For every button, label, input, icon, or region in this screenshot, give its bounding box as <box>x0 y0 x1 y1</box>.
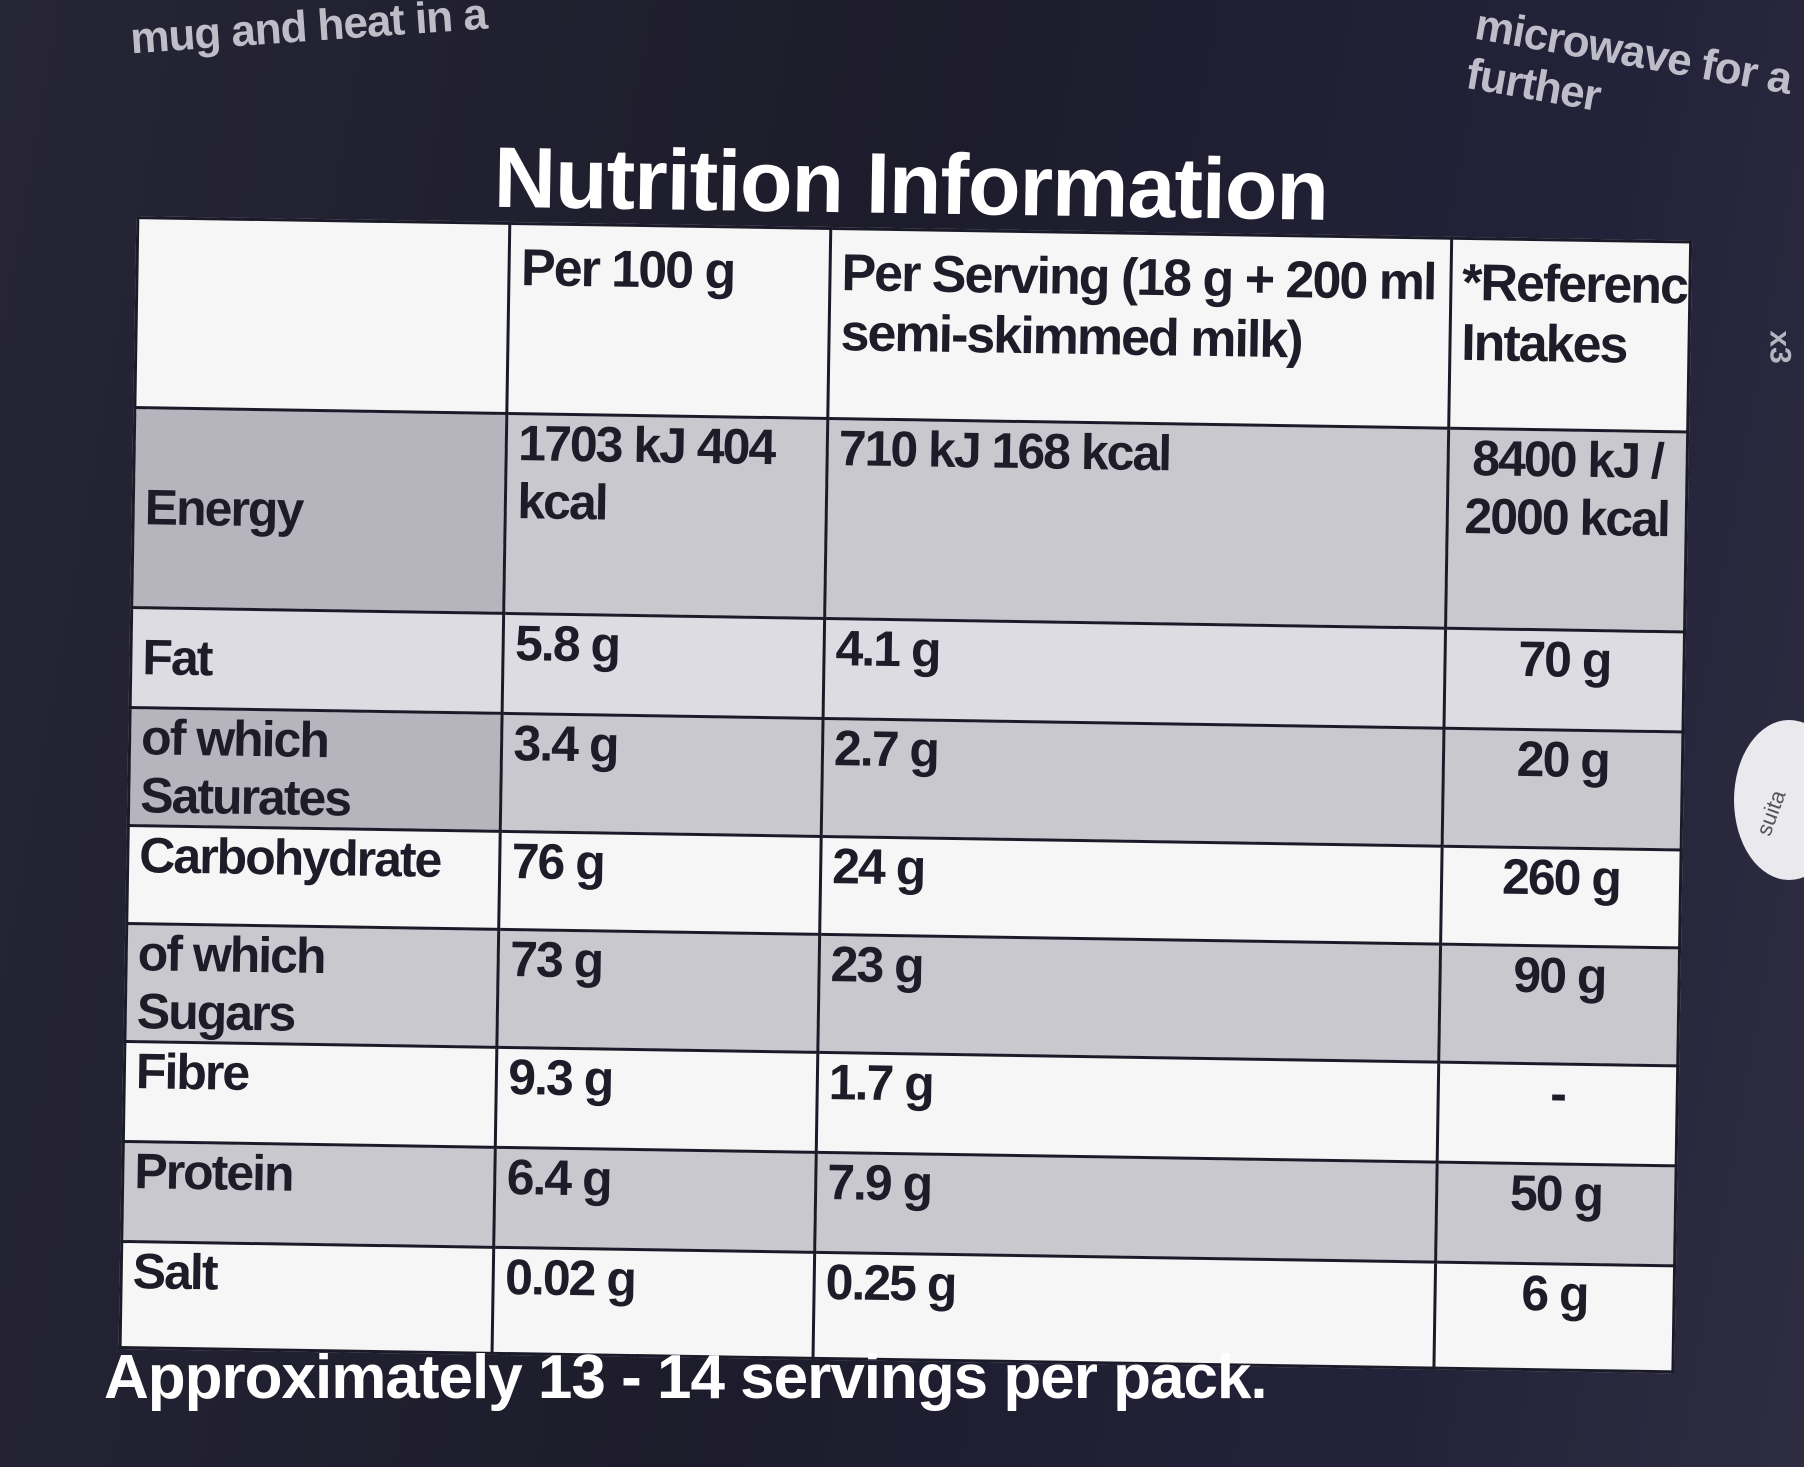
fat-reference: 70 g <box>1443 628 1685 732</box>
saturates-reference: 20 g <box>1441 728 1683 850</box>
carbohydrate-reference: 260 g <box>1440 846 1682 948</box>
header-blank <box>134 217 511 414</box>
carbohydrate-per-100g: 76 g <box>499 831 822 935</box>
fibre-reference: - <box>1436 1062 1678 1166</box>
header-per-serving: Per Serving (18 g + 200 ml semi-skimmed … <box>827 228 1452 429</box>
fat-per-serving: 4.1 g <box>823 618 1446 729</box>
header-reference-intakes: *Reference Intakes <box>1448 238 1691 432</box>
energy-reference: 8400 kJ / 2000 kcal <box>1445 428 1688 632</box>
row-label-energy: Energy <box>131 407 508 614</box>
fibre-per-serving: 1.7 g <box>816 1052 1439 1163</box>
row-label-fibre: Fibre <box>123 1041 498 1148</box>
protein-per-100g: 6.4 g <box>494 1147 817 1253</box>
saturates-per-100g: 3.4 g <box>500 713 824 837</box>
row-label-protein: Protein <box>121 1141 496 1248</box>
header-per-100g: Per 100 g <box>507 223 831 419</box>
header-row: Per 100 g Per Serving (18 g + 200 ml sem… <box>134 217 1691 432</box>
table-row: Energy 1703 kJ 404 kcal 710 kJ 168 kcal … <box>131 407 1688 632</box>
row-label-saturates: of which Saturates <box>128 707 503 832</box>
servings-note: Approximately 13 - 14 servings per pack. <box>104 1343 1268 1412</box>
nutrition-label: Nutrition Information Per 100 g Per Serv… <box>113 112 1712 1374</box>
preparation-text-left: mug and heat in a <box>128 0 489 64</box>
energy-per-100g: 1703 kJ 404 kcal <box>504 413 828 619</box>
energy-per-serving: 710 kJ 168 kcal <box>824 418 1449 629</box>
row-label-sugars: of which Sugars <box>124 923 500 1048</box>
row-label-salt: Salt <box>120 1241 495 1354</box>
preparation-text-right: microwave for a further <box>1462 0 1796 121</box>
row-label-fat: Fat <box>130 607 505 714</box>
nutrition-table: Per 100 g Per Serving (18 g + 200 ml sem… <box>118 216 1693 1374</box>
protein-per-serving: 7.9 g <box>814 1152 1437 1263</box>
fat-per-100g: 5.8 g <box>502 613 825 719</box>
salt-reference: 6 g <box>1433 1262 1675 1372</box>
side-text: x3 <box>1763 330 1797 364</box>
sugars-per-serving: 23 g <box>817 934 1441 1063</box>
protein-reference: 50 g <box>1435 1162 1677 1266</box>
saturates-per-serving: 2.7 g <box>821 718 1444 847</box>
sugars-per-100g: 73 g <box>497 929 820 1053</box>
sugars-reference: 90 g <box>1438 944 1680 1066</box>
carbohydrate-per-serving: 24 g <box>819 836 1442 945</box>
row-label-carbohydrate: Carbohydrate <box>126 825 501 930</box>
fibre-per-100g: 9.3 g <box>495 1047 818 1153</box>
